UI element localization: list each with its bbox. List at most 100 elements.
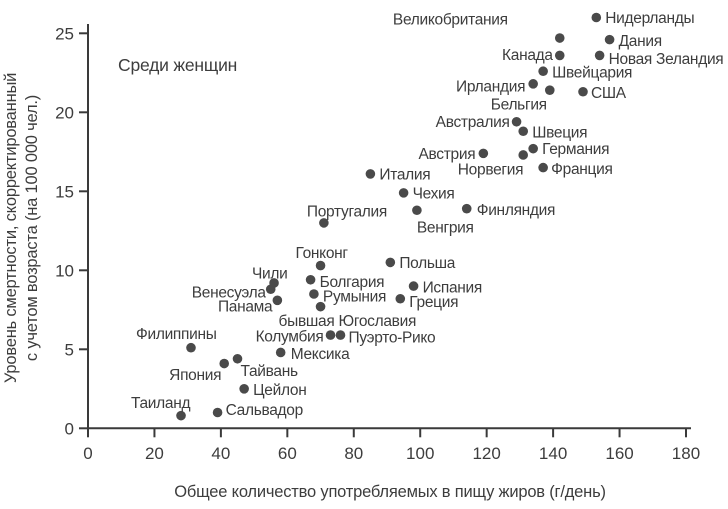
data-point-dot <box>365 169 376 179</box>
country-label: Португалия <box>307 203 387 220</box>
chart-annotation-women: Среди женщин <box>118 55 237 75</box>
x-tick-label: 120 <box>472 444 500 463</box>
data-point-dot <box>554 33 565 43</box>
country-label: Сальвадор <box>226 402 303 419</box>
country-label: Германия <box>542 141 609 158</box>
data-point-dot <box>538 162 548 173</box>
country-label: США <box>591 85 627 102</box>
country-label: Канада <box>502 47 553 64</box>
data-point-dot <box>272 295 283 306</box>
country-label: Цейлон <box>253 382 306 399</box>
country-label: Филиппины <box>136 326 217 343</box>
country-label: Ирландия <box>456 78 525 95</box>
data-point-dot <box>591 12 602 23</box>
data-point-dot <box>309 289 319 299</box>
data-point-dot <box>594 50 605 61</box>
data-point-dot <box>528 79 538 89</box>
data-point-dot <box>385 257 396 268</box>
country-label: Чили <box>252 265 288 282</box>
country-label: Колумбия <box>256 329 324 346</box>
data-point-dot <box>528 143 538 154</box>
data-point-dot <box>265 284 276 295</box>
data-point-dot <box>518 126 529 137</box>
data-point-dot <box>538 66 548 77</box>
data-point-dot <box>176 410 186 421</box>
data-point-dot <box>554 50 565 61</box>
data-point-dot <box>408 281 419 291</box>
country-label: Польша <box>399 255 455 272</box>
y-tick-label: 20 <box>55 103 74 122</box>
country-label: Новая Зеландия <box>609 51 724 68</box>
country-label: Мексика <box>291 346 350 363</box>
x-tick-label: 80 <box>344 444 363 463</box>
country-label: Чехия <box>413 185 455 202</box>
country-label: Италия <box>379 166 430 183</box>
y-tick-label: 25 <box>55 24 74 43</box>
country-label: Греция <box>409 294 458 311</box>
data-point-dot <box>395 293 406 304</box>
country-label: Франция <box>551 161 612 178</box>
data-points: Нидерланды Великобритания Дания Канада Новая… <box>131 10 724 421</box>
data-point-dot <box>275 347 286 358</box>
data-point-dot <box>315 301 326 312</box>
country-label: бывшая Югославия <box>279 313 417 330</box>
data-point-dot <box>325 330 336 340</box>
country-label: Испания <box>423 280 482 297</box>
data-point-dot <box>518 150 529 160</box>
x-tick-label: 100 <box>406 444 434 463</box>
country-label: Австралия <box>436 114 510 131</box>
data-point-dot <box>478 148 489 159</box>
data-point-dot <box>315 260 326 271</box>
country-label: Австрия <box>419 146 476 163</box>
country-label: Тайвань <box>240 363 297 380</box>
data-point-dot <box>578 86 588 97</box>
data-point-dot <box>604 34 615 45</box>
data-point-dot <box>305 274 316 285</box>
country-label: Панама <box>218 299 273 316</box>
country-label: Швейцария <box>552 65 632 82</box>
country-label: Бельгия <box>491 97 547 114</box>
data-point-dot <box>511 116 522 127</box>
data-point-dot <box>239 384 249 394</box>
x-tick-label: 60 <box>278 444 297 463</box>
country-label: Пуэрто-Рико <box>348 330 435 347</box>
country-label: Швеция <box>532 125 587 142</box>
data-point-dot <box>232 353 243 364</box>
data-point-dot <box>412 205 422 216</box>
country-label: Финляндия <box>477 202 555 219</box>
data-point-dot <box>319 218 329 228</box>
axes: 0 20 40 60 80 100 120 140 160 180 0 5 10 15 20 25 <box>55 24 700 463</box>
data-point-dot <box>335 330 346 340</box>
country-label: Румыния <box>323 288 386 305</box>
country-label: Болгария <box>320 274 385 291</box>
x-axis-title: Общее количество употребляемых в пищу жи… <box>174 483 606 501</box>
data-point-dot <box>186 342 196 353</box>
x-tick-label: 180 <box>672 444 700 463</box>
y-axis-title-line1: Уровень смертности, скорректированный <box>2 73 20 383</box>
x-tick-label: 140 <box>539 444 567 463</box>
y-tick-label: 5 <box>65 340 74 359</box>
x-tick-label: 40 <box>211 444 230 463</box>
y-tick-label: 10 <box>55 261 74 280</box>
country-label: Нидерланды <box>605 10 694 27</box>
x-tick-label: 0 <box>83 444 92 463</box>
country-label: Великобритания <box>393 11 508 28</box>
country-label: Таиланд <box>131 395 190 412</box>
data-point-dot <box>398 188 409 198</box>
x-tick-label: 160 <box>605 444 633 463</box>
y-tick-label: 15 <box>55 182 74 201</box>
data-point-dot <box>212 407 223 418</box>
country-label: Япония <box>169 367 221 384</box>
country-label: Венгрия <box>417 220 474 237</box>
data-point-dot <box>544 85 555 95</box>
data-point-dot <box>461 203 472 214</box>
data-point-dot <box>219 358 230 369</box>
country-label: Венесуэла <box>192 285 267 302</box>
country-label: Гонконг <box>296 245 349 262</box>
country-label: Дания <box>619 33 662 50</box>
y-tick-label: 0 <box>65 419 74 438</box>
x-tick-label: 20 <box>145 444 164 463</box>
country-label: Норвегия <box>458 161 523 178</box>
